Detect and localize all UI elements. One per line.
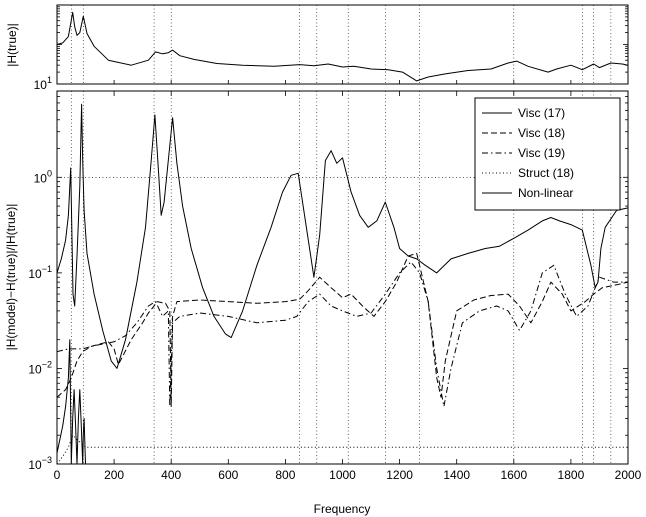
x-tick-label-5: 1000 xyxy=(329,468,356,482)
main-grid xyxy=(57,91,628,464)
legend-entries: Visc (17) Visc (18) Visc (19) Struct (18) No… xyxy=(482,106,574,200)
x-tick-label-1: 200 xyxy=(104,468,124,482)
x-tick-label-6: 1200 xyxy=(386,468,413,482)
x-tick-label-8: 1600 xyxy=(500,468,527,482)
main-series-line-2 xyxy=(57,261,628,407)
main-y-tick-label-1: 10−2 xyxy=(28,359,52,376)
top-y-tick-label-0: 101 xyxy=(34,75,52,92)
top-panel: 101 |H(true)| xyxy=(5,4,629,92)
main-series-group xyxy=(57,103,628,464)
top-y-tick-labels: 101 xyxy=(34,4,629,92)
legend-label-0: Visc (17) xyxy=(518,106,565,120)
top-series-line-0 xyxy=(57,11,628,82)
legend-label-4: Non-linear xyxy=(518,186,573,200)
main-series-line-1 xyxy=(57,252,628,407)
top-series-group xyxy=(57,11,628,82)
main-y-tick-label-3: 100 xyxy=(34,168,52,185)
legend-label-1: Visc (18) xyxy=(518,126,565,140)
x-tick-label-4: 800 xyxy=(275,468,295,482)
main-panel: 0 200 400 600 800 1000 1200 1400 1600 1800 2000 10… xyxy=(4,90,642,516)
x-tick-label-7: 1400 xyxy=(443,468,470,482)
legend: Visc (17) Visc (18) Visc (19) Struct (18) No… xyxy=(474,97,621,211)
legend-label-3: Struct (18) xyxy=(518,166,574,180)
x-tick-label-0: 0 xyxy=(54,468,61,482)
main-series-line-0 xyxy=(57,339,95,464)
top-axes-frame xyxy=(56,4,629,85)
x-tick-label-10: 2000 xyxy=(615,468,642,482)
main-y-tick-label-2: 10−1 xyxy=(28,264,52,281)
main-y-axis-label: |H(model)−H(true)|/|H(true)| xyxy=(4,204,18,351)
x-axis-label: Frequency xyxy=(314,502,371,516)
x-tick-label-2: 400 xyxy=(161,468,181,482)
x-tick-labels: 0 200 400 600 800 1000 1200 1400 1600 1800 2000 xyxy=(54,91,642,482)
legend-box xyxy=(474,97,621,211)
x-tick-label-3: 600 xyxy=(218,468,238,482)
main-y-tick-label-0: 10−3 xyxy=(28,455,52,472)
x-tick-label-9: 1800 xyxy=(558,468,585,482)
legend-label-2: Visc (19) xyxy=(518,146,565,160)
main-series-line-3 xyxy=(57,434,628,464)
top-y-axis-label: |H(true)| xyxy=(5,23,19,67)
main-y-tick-labels: 10−3 10−2 10−1 100 xyxy=(28,90,628,472)
main-series-line-4 xyxy=(57,103,628,369)
top-grid xyxy=(70,5,612,84)
